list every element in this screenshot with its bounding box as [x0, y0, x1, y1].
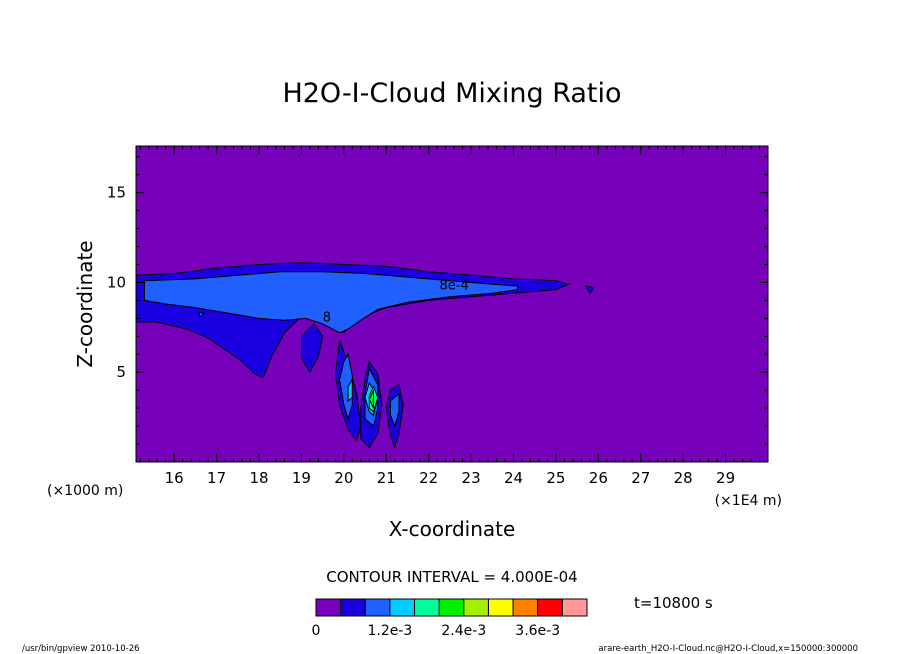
y-tick-label: 15	[107, 184, 126, 202]
x-tick-label: 21	[377, 469, 396, 487]
colorbar-swatch-9	[537, 598, 563, 617]
x-tick-label: 29	[716, 469, 735, 487]
colorbar-label: 1.2e-3	[367, 623, 412, 639]
plot-frame	[135, 145, 769, 463]
x-tick-label: 20	[334, 469, 353, 487]
footer-right: arare-earth_H2O-I-Cloud.nc@H2O-I-Cloud,x…	[598, 644, 858, 654]
x-unit-left: (×1000 m)	[47, 483, 123, 499]
colorbar-swatch-8	[512, 598, 539, 617]
x-tick-label: 25	[546, 469, 565, 487]
colorbar-swatch-2	[364, 598, 391, 617]
contour-region-12	[199, 312, 206, 318]
colorbar-swatch-5	[438, 598, 465, 617]
colorbar-label: 0	[312, 623, 321, 639]
colorbar-swatch-10	[561, 598, 588, 617]
x-tick-label: 23	[462, 469, 481, 487]
x-tick-label: 28	[674, 469, 693, 487]
contour-label: 8e-4	[440, 278, 469, 293]
plot-area: 8e-4 8 16 17 18 19 20 21 22 23 24 25 26 27 28 29 5 10 15	[107, 145, 769, 487]
colorbar-swatch-7	[487, 598, 514, 617]
contour-region-4	[300, 323, 324, 374]
contour-label: 8	[323, 311, 331, 326]
footer-left: /usr/bin/gpview 2010-10-26	[22, 644, 140, 654]
x-tick-label: 24	[504, 469, 523, 487]
y-axis-label: Z-coordinate	[73, 240, 97, 367]
chart-title: H2O-I-Cloud Mixing Ratio	[282, 78, 621, 109]
y-tick-label: 5	[116, 363, 126, 381]
x-tick-label: 17	[207, 469, 226, 487]
x-axis-label: X-coordinate	[389, 517, 516, 541]
contour-region-11	[347, 377, 353, 403]
x-tick-label: 16	[165, 469, 184, 487]
x-tick-label: 22	[419, 469, 438, 487]
time-label: t=10800 s	[634, 594, 713, 612]
x-tick-label: 19	[292, 469, 311, 487]
contour-region-9	[390, 392, 400, 428]
colorbar-swatch-0	[315, 598, 342, 617]
x-tick-label: 27	[631, 469, 650, 487]
colorbar-swatch-6	[463, 598, 489, 617]
x-tick-label: 18	[249, 469, 268, 487]
contour-region-14	[368, 389, 374, 409]
colorbar: 0 1.2e-3 2.4e-3 3.6e-3	[312, 598, 588, 639]
colorbar-swatch-3	[389, 598, 416, 617]
colorbar-label: 2.4e-3	[441, 623, 486, 639]
x-unit-right: (×1E4 m)	[715, 493, 782, 509]
contour-region-5	[584, 285, 595, 295]
colorbar-swatch-4	[414, 598, 440, 617]
contour-interval-text: CONTOUR INTERVAL = 4.000E-04	[326, 568, 577, 586]
colorbar-label: 3.6e-3	[515, 623, 560, 639]
contour-region-6	[144, 271, 519, 334]
colorbar-swatch-1	[340, 598, 366, 617]
x-tick-label: 26	[589, 469, 608, 487]
y-tick-label: 10	[107, 273, 126, 291]
